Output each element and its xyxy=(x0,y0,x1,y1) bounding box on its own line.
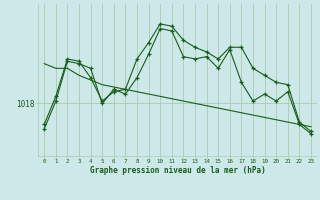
X-axis label: Graphe pression niveau de la mer (hPa): Graphe pression niveau de la mer (hPa) xyxy=(90,166,266,175)
